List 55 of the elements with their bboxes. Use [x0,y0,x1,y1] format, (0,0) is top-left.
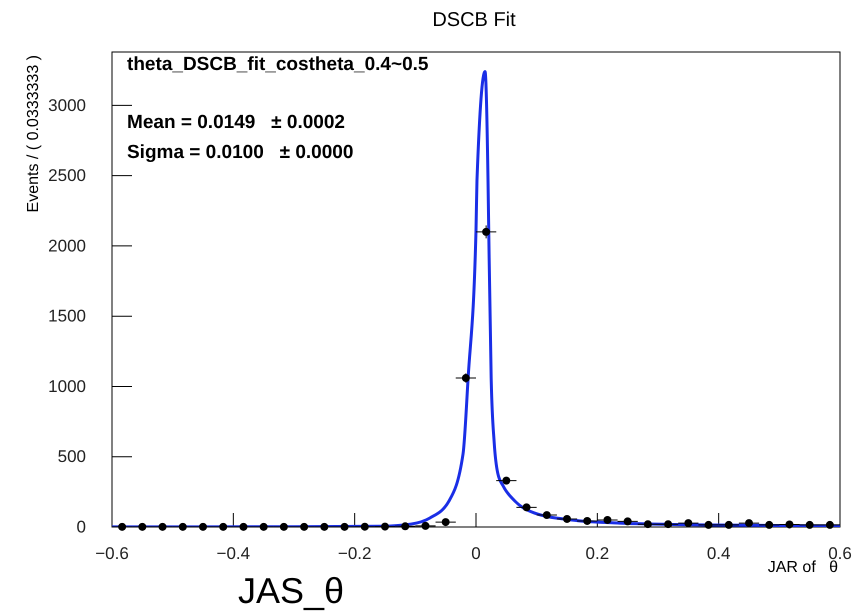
x-tick-label: −0.4 [216,544,250,564]
point [381,522,389,531]
point [158,522,167,531]
y-tick-label: 1000 [48,376,86,396]
text: JAS_θ [238,570,344,611]
y-tick-label: 2500 [48,166,86,186]
point [138,522,146,531]
annotation: theta_DSCB_fit_costheta_0.4~0.5 [127,54,429,75]
point [300,522,308,531]
point [462,374,470,382]
point [826,520,834,529]
point [745,519,753,528]
y-tick-label: 0 [76,517,86,536]
y-axis-title: Events / ( 0.0333333 ) [25,55,42,212]
point [360,522,369,531]
point [704,520,713,529]
x-tick-label: −0.6 [95,544,129,564]
point [785,520,794,528]
chart-title: DSCB Fit [432,9,516,31]
annotation: Sigma = 0.0100 ± 0.0000 [127,142,354,163]
point [624,517,632,526]
point [583,516,592,525]
point [563,515,571,523]
point [644,520,652,528]
point [603,516,612,524]
y-tick-label: 3000 [48,96,86,115]
y-tick-label: 1500 [48,306,86,326]
point [442,518,450,526]
point [421,522,430,530]
point [806,520,814,529]
x-tick-label: 0 [471,544,481,564]
x-tick-label: 0.2 [586,544,610,564]
point [178,522,187,531]
point [401,522,410,530]
point [118,522,126,531]
point [320,522,328,531]
x-tick-label: −0.2 [338,544,372,564]
point [239,522,248,531]
point [260,522,268,531]
point [542,511,551,520]
point [340,522,349,531]
point [219,522,228,531]
point [502,476,510,485]
point [664,520,672,528]
x-tick-label: 0.4 [706,544,730,564]
point [684,519,692,528]
annotation: Mean = 0.0149 ± 0.0002 [127,112,345,133]
point [522,503,531,512]
point [724,520,733,529]
point [765,520,774,529]
y-tick-label: 2000 [48,236,86,256]
point [280,522,288,531]
y-tick-label: 500 [58,447,86,466]
point [199,522,207,531]
point [482,228,490,236]
